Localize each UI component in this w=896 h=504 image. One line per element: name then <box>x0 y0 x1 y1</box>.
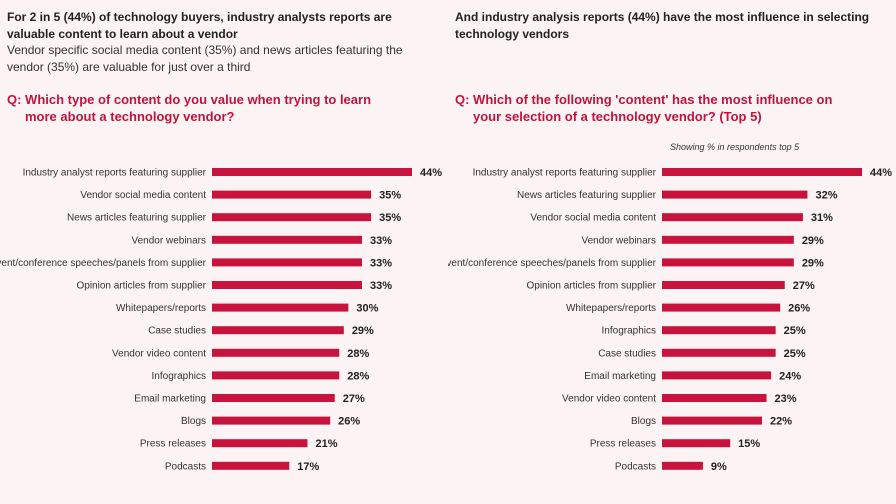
right-category-label: Event/conference speeches/panels from su… <box>448 258 657 269</box>
right-category-label: Email marketing <box>584 371 656 382</box>
right-category-label: Opinion articles from supplier <box>527 281 657 292</box>
left-category-label: Event/conference speeches/panels from su… <box>0 258 207 269</box>
left-bar <box>212 303 349 312</box>
right-bar <box>662 326 776 335</box>
right-bar <box>662 303 781 312</box>
left-category-label: News articles featuring supplier <box>67 213 207 224</box>
right-value-label: 44% <box>870 167 892 179</box>
left-category-label: Podcasts <box>165 461 206 472</box>
right-bar <box>662 168 862 176</box>
left-value-label: 21% <box>315 438 337 450</box>
left-bar <box>212 190 372 199</box>
left-bar <box>212 348 340 357</box>
left-bar <box>212 213 372 222</box>
left-category-label: Whitepapers/reports <box>116 303 206 314</box>
right-bar-chart: Industry analyst reports featuring suppl… <box>448 167 892 473</box>
left-bar <box>212 371 340 380</box>
right-chart-note: Showing % in respondents top 5 <box>670 142 800 152</box>
left-value-label: 28% <box>347 348 369 360</box>
right-category-label: Podcasts <box>615 461 656 472</box>
left-bar <box>212 326 344 335</box>
left-value-label: 29% <box>352 325 374 337</box>
right-value-label: 27% <box>793 280 815 292</box>
right-question: Q: Which of the following 'content' has … <box>455 91 855 125</box>
left-category-label: Opinion articles from supplier <box>77 281 207 292</box>
left-value-label: 28% <box>347 370 369 382</box>
left-headline: For 2 in 5 (44%) of technology buyers, i… <box>7 10 392 41</box>
right-bar <box>662 281 785 289</box>
right-value-label: 29% <box>802 257 824 269</box>
right-value-label: 22% <box>770 416 792 428</box>
right-category-label: Infographics <box>602 326 656 337</box>
right-category-label: Vendor social media content <box>530 213 656 224</box>
right-bar <box>662 416 762 425</box>
left-category-label: Press releases <box>140 439 206 450</box>
right-bar <box>662 190 808 199</box>
right-bar <box>662 348 776 357</box>
right-bar <box>662 439 731 448</box>
right-value-label: 24% <box>779 370 801 382</box>
left-category-label: Blogs <box>181 416 206 427</box>
right-value-label: 26% <box>788 303 810 315</box>
right-value-label: 15% <box>738 438 760 450</box>
left-subline: Vendor specific social media content (35… <box>7 43 403 74</box>
left-value-label: 35% <box>379 212 401 224</box>
left-value-label: 17% <box>297 461 319 473</box>
left-panel: For 2 in 5 (44%) of technology buyers, i… <box>0 10 442 473</box>
left-value-label: 30% <box>356 303 378 315</box>
right-panel: And industry analysis reports (44%) have… <box>448 0 896 504</box>
right-value-label: 31% <box>811 212 833 224</box>
left-category-label: Vendor video content <box>112 348 206 359</box>
left-bar <box>212 258 362 267</box>
left-value-label: 44% <box>420 167 442 179</box>
left-value-label: 33% <box>370 235 392 247</box>
right-bar <box>662 258 794 267</box>
left-category-label: Vendor social media content <box>80 190 206 201</box>
right-bar <box>662 461 703 470</box>
right-category-label: Industry analyst reports featuring suppl… <box>473 168 657 179</box>
left-value-label: 33% <box>370 280 392 292</box>
right-value-label: 9% <box>711 461 727 473</box>
right-bar <box>662 371 772 380</box>
right-value-label: 25% <box>784 325 806 337</box>
left-question-line1: Q: Which type of content do you value wh… <box>7 92 372 107</box>
left-value-label: 33% <box>370 257 392 269</box>
left-value-label: 35% <box>379 190 401 202</box>
right-value-label: 29% <box>802 235 824 247</box>
left-category-label: Vendor webinars <box>132 235 207 246</box>
left-bar <box>212 416 331 425</box>
left-question: Q: Which type of content do you value wh… <box>7 91 407 125</box>
right-question-line1: Q: Which of the following 'content' has … <box>455 92 833 107</box>
left-value-label: 26% <box>338 416 360 428</box>
left-bar <box>212 394 335 402</box>
left-bar <box>212 461 290 470</box>
right-value-label: 32% <box>815 190 837 202</box>
left-bar <box>212 281 362 289</box>
right-category-label: Press releases <box>590 439 656 450</box>
right-category-label: Case studies <box>598 348 656 359</box>
right-category-label: Blogs <box>631 416 656 427</box>
left-bar <box>212 235 362 244</box>
left-value-label: 27% <box>343 393 365 405</box>
left-bar <box>212 168 412 176</box>
right-question-line2: your selection of a technology vendor? (… <box>473 109 762 124</box>
right-bar <box>662 235 794 244</box>
right-bar <box>662 213 803 222</box>
left-bar-chart: Industry analyst reports featuring suppl… <box>0 167 442 473</box>
left-category-label: Email marketing <box>134 394 206 405</box>
right-headline: And industry analysis reports (44%) have… <box>455 10 870 41</box>
right-value-label: 23% <box>775 393 797 405</box>
left-category-label: Industry analyst reports featuring suppl… <box>23 168 207 179</box>
right-value-label: 25% <box>784 348 806 360</box>
right-category-label: Whitepapers/reports <box>566 303 656 314</box>
left-category-label: Case studies <box>148 326 206 337</box>
right-category-label: News articles featuring supplier <box>517 190 657 201</box>
right-category-label: Vendor video content <box>562 394 656 405</box>
left-question-line2: more about a technology vendor? <box>25 109 235 124</box>
left-category-label: Infographics <box>152 371 206 382</box>
right-bar <box>662 394 767 402</box>
right-category-label: Vendor webinars <box>582 235 657 246</box>
left-bar <box>212 439 308 448</box>
